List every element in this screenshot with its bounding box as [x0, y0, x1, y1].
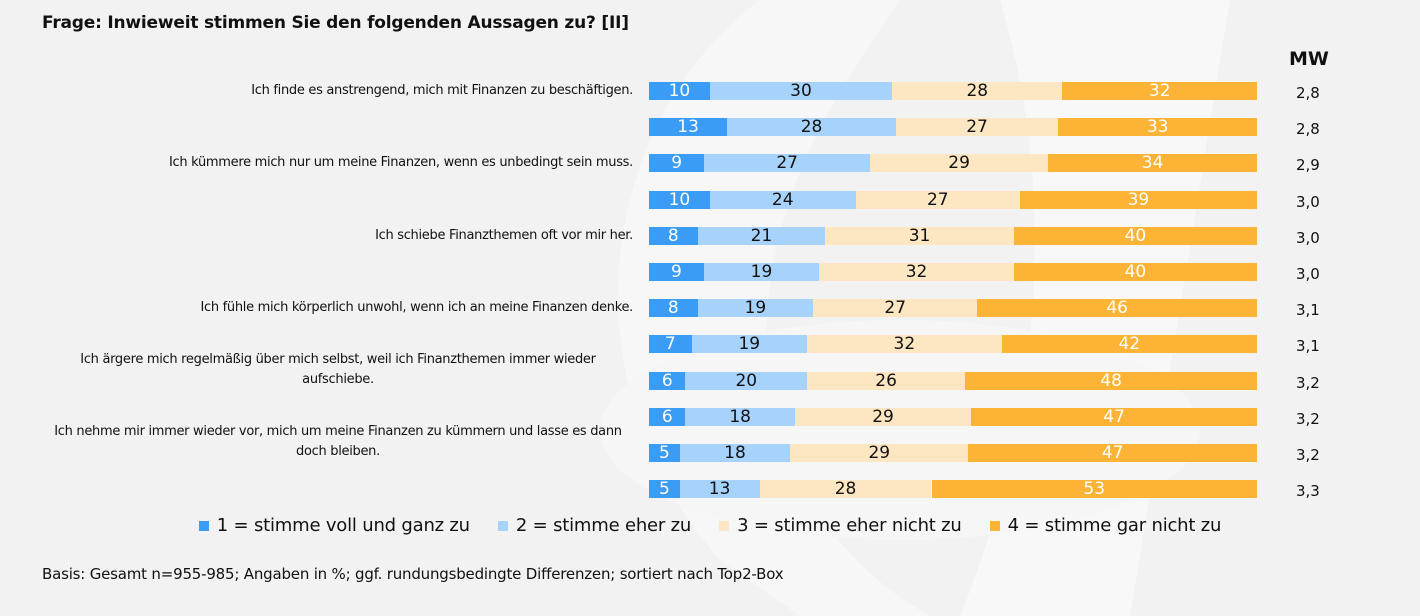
mean-value: 2,9 [1296, 156, 1320, 175]
bar-segment-4: 46 [977, 299, 1257, 318]
category-label: Ich nehme mir immer wieder vor, mich um … [54, 424, 622, 459]
legend-label: 2 = stimme eher zu [515, 515, 692, 536]
mean-value: 3,1 [1296, 301, 1320, 320]
stacked-bar: 9 19 32 40 [649, 263, 1257, 281]
bar-segment-2: 18 [685, 407, 795, 426]
stacked-bar: 9 27 29 34 [649, 154, 1257, 173]
bar-segment-4: 33 [1058, 118, 1257, 137]
stacked-bar: 13 28 27 33 [649, 118, 1257, 137]
stacked-bar: 7 19 32 42 [649, 335, 1257, 354]
bar-segment-1: 9 [649, 154, 705, 173]
bar-segment-2: 27 [704, 154, 871, 173]
stacked-bar: 5 18 29 47 [649, 444, 1257, 462]
bar-segment-2: 28 [727, 118, 896, 137]
mean-value: 3,1 [1296, 337, 1320, 356]
bar-segment-4: 47 [968, 444, 1257, 462]
bar-segment-1: 8 [649, 299, 698, 318]
mean-value: 3,0 [1296, 265, 1320, 283]
category-label: Ich kümmere mich nur um meine Finanzen, … [169, 155, 633, 171]
legend: 1 = stimme voll und ganz zu 2 = stimme eh… [0, 515, 1420, 536]
legend-label: 3 = stimme eher nicht zu [737, 515, 962, 536]
stacked-bar: 5 13 28 53 [649, 480, 1257, 499]
category-label: Ich ärgere mich regelmäßig über mich sel… [80, 351, 596, 387]
stacked-bar: 6 20 26 48 [649, 371, 1257, 390]
mean-value: 2,8 [1296, 120, 1320, 139]
bar-segment-3: 32 [819, 263, 1014, 281]
mean-value: 3,3 [1296, 482, 1320, 501]
bar-segment-4: 39 [1019, 190, 1257, 209]
bar-segment-4: 42 [1001, 335, 1257, 354]
bar-segment-3: 27 [813, 299, 978, 318]
legend-item: 1 = stimme voll und ganz zu [198, 515, 470, 536]
mean-value: 2,8 [1296, 84, 1320, 102]
bar-segment-4: 47 [971, 407, 1257, 426]
bar-segment-1: 6 [649, 371, 686, 390]
legend-item: 2 = stimme eher zu [497, 515, 692, 536]
legend-label: 4 = stimme gar nicht zu [1007, 515, 1222, 536]
mean-value: 3,0 [1296, 192, 1320, 211]
bar-segment-3: 27 [855, 190, 1020, 209]
bar-segment-4: 40 [1013, 226, 1257, 245]
bar-segment-1: 10 [649, 82, 710, 100]
bar-segment-1: 5 [649, 480, 680, 499]
bar-segment-2: 20 [685, 371, 808, 390]
bar-segment-1: 5 [649, 444, 680, 462]
legend-swatch [198, 520, 209, 531]
category-label: Ich fühle mich körperlich unwohl, wenn i… [200, 300, 633, 316]
bar-segment-4: 48 [965, 371, 1257, 390]
bar-segment-1: 6 [649, 407, 686, 426]
mean-value-header: MW [1289, 48, 1329, 70]
bar-segment-3: 27 [895, 118, 1059, 137]
category-label: Ich finde es anstrengend, mich mit Finan… [251, 83, 633, 98]
stacked-bar: 8 19 27 46 [649, 299, 1257, 318]
bar-segment-2: 21 [697, 226, 826, 245]
bar-segment-2: 19 [703, 263, 820, 281]
bar-segment-1: 7 [649, 335, 692, 354]
bar-segment-1: 13 [649, 118, 728, 137]
bar-segment-3: 32 [807, 335, 1002, 354]
bar-segment-3: 29 [794, 407, 972, 426]
bar-segment-3: 31 [825, 226, 1014, 245]
bar-segment-2: 19 [697, 299, 814, 318]
legend-item: 3 = stimme eher nicht zu [719, 515, 962, 536]
bar-segment-2: 30 [709, 82, 893, 100]
bar-segment-2: 24 [709, 190, 856, 209]
bar-segment-4: 40 [1013, 263, 1257, 281]
category-label: Ich schiebe Finanzthemen oft vor mir her… [375, 227, 633, 243]
legend-item: 4 = stimme gar nicht zu [989, 515, 1222, 536]
bar-segment-2: 19 [691, 335, 808, 354]
footnote: Basis: Gesamt n=955-985; Angaben in %; g… [42, 565, 784, 583]
chart-title: Frage: Inwieweit stimmen Sie den folgend… [42, 13, 629, 33]
bar-segment-4: 34 [1048, 154, 1257, 173]
mean-value: 3,2 [1296, 409, 1320, 428]
bar-segment-3: 26 [807, 371, 966, 390]
bar-segment-3: 29 [790, 444, 969, 462]
legend-swatch [719, 520, 730, 531]
stacked-bar: 6 18 29 47 [649, 407, 1257, 426]
mean-value: 3,2 [1296, 373, 1320, 392]
mean-value: 3,0 [1296, 228, 1320, 247]
bar-segment-1: 10 [649, 190, 710, 209]
bar-segment-4: 53 [931, 480, 1257, 499]
stacked-bar: 10 24 27 39 [649, 190, 1257, 209]
stacked-bar: 8 21 31 40 [649, 226, 1257, 245]
bar-segment-1: 9 [649, 263, 704, 281]
legend-swatch [497, 520, 508, 531]
bar-segment-4: 32 [1062, 82, 1257, 100]
bar-segment-2: 18 [679, 444, 791, 462]
stacked-bar: 10 30 28 32 [649, 82, 1257, 100]
bar-segment-1: 8 [649, 226, 698, 245]
legend-swatch [989, 520, 1000, 531]
legend-label: 1 = stimme voll und ganz zu [216, 515, 470, 536]
mean-value: 3,2 [1296, 446, 1320, 464]
bar-segment-3: 28 [892, 82, 1063, 100]
bar-segment-3: 29 [870, 154, 1049, 173]
bar-segment-2: 13 [679, 480, 760, 499]
bar-segment-3: 28 [759, 480, 932, 499]
